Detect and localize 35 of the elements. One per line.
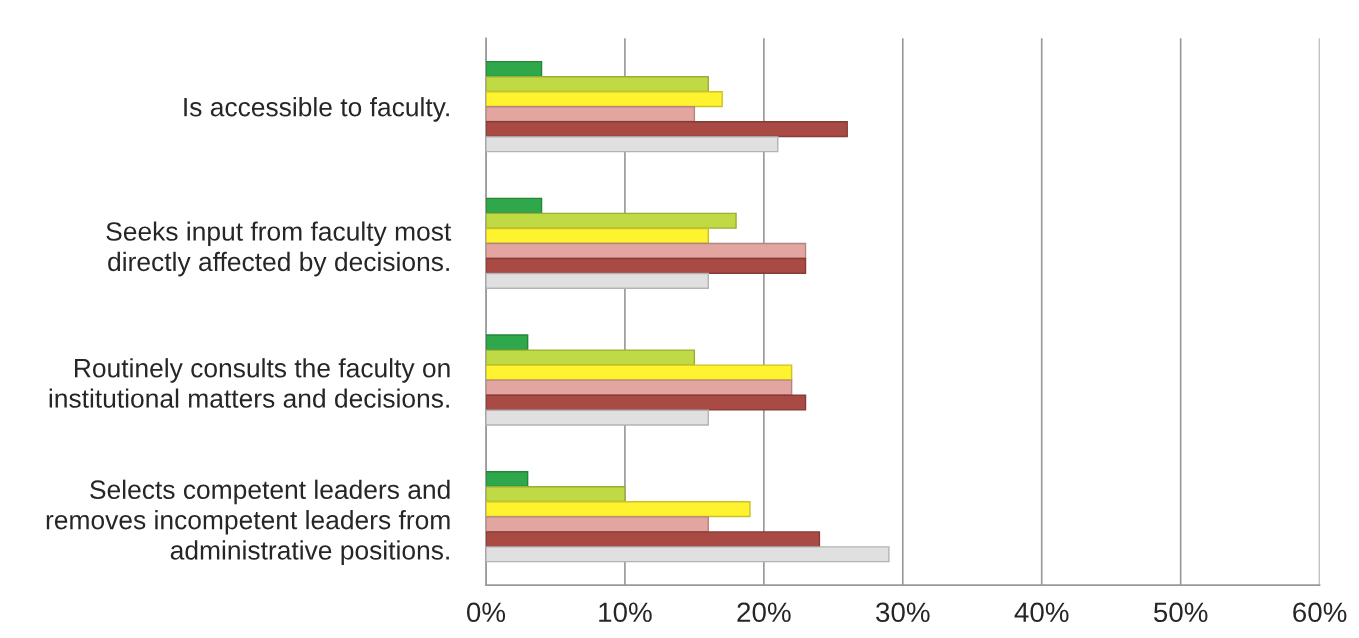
x-tick-label: 10% (599, 602, 652, 623)
bar (485, 516, 709, 533)
bar (485, 471, 529, 488)
bar (485, 60, 543, 78)
bar (485, 546, 890, 563)
x-tick-label: 20% (737, 602, 791, 623)
x-tick-label: 40% (1014, 602, 1069, 623)
bar (485, 272, 709, 289)
y-tick-label: Routinely consults the faculty on institutional matters and decisions. (49, 358, 450, 408)
bar (485, 212, 737, 229)
bar (485, 394, 807, 411)
bar (485, 531, 821, 548)
bar (485, 227, 709, 244)
x-tick-label: 0% (466, 602, 506, 623)
bar (485, 76, 709, 93)
bar (485, 106, 696, 123)
bar (485, 409, 709, 426)
bar (485, 364, 793, 381)
bar (485, 136, 779, 153)
x-tick-label: 30% (876, 602, 930, 623)
bar (485, 242, 807, 259)
bar (485, 91, 723, 108)
x-tick-label: 60% (1293, 602, 1347, 623)
bar (485, 334, 529, 351)
bar (485, 349, 696, 366)
bar (485, 257, 807, 274)
x-tick-label: 50% (1153, 602, 1208, 623)
y-tick-label: Seeks input from faculty most directly affected by decisions. (106, 221, 452, 277)
bar (485, 501, 751, 518)
bar (485, 379, 793, 396)
bar (485, 486, 626, 503)
y-tick-label: Selects competent leaders and removes incompetent leaders from administrative positions. (46, 479, 450, 565)
y-tick-label: Is accessible to faculty. (184, 97, 449, 122)
bar (485, 121, 848, 138)
bar (485, 197, 543, 214)
